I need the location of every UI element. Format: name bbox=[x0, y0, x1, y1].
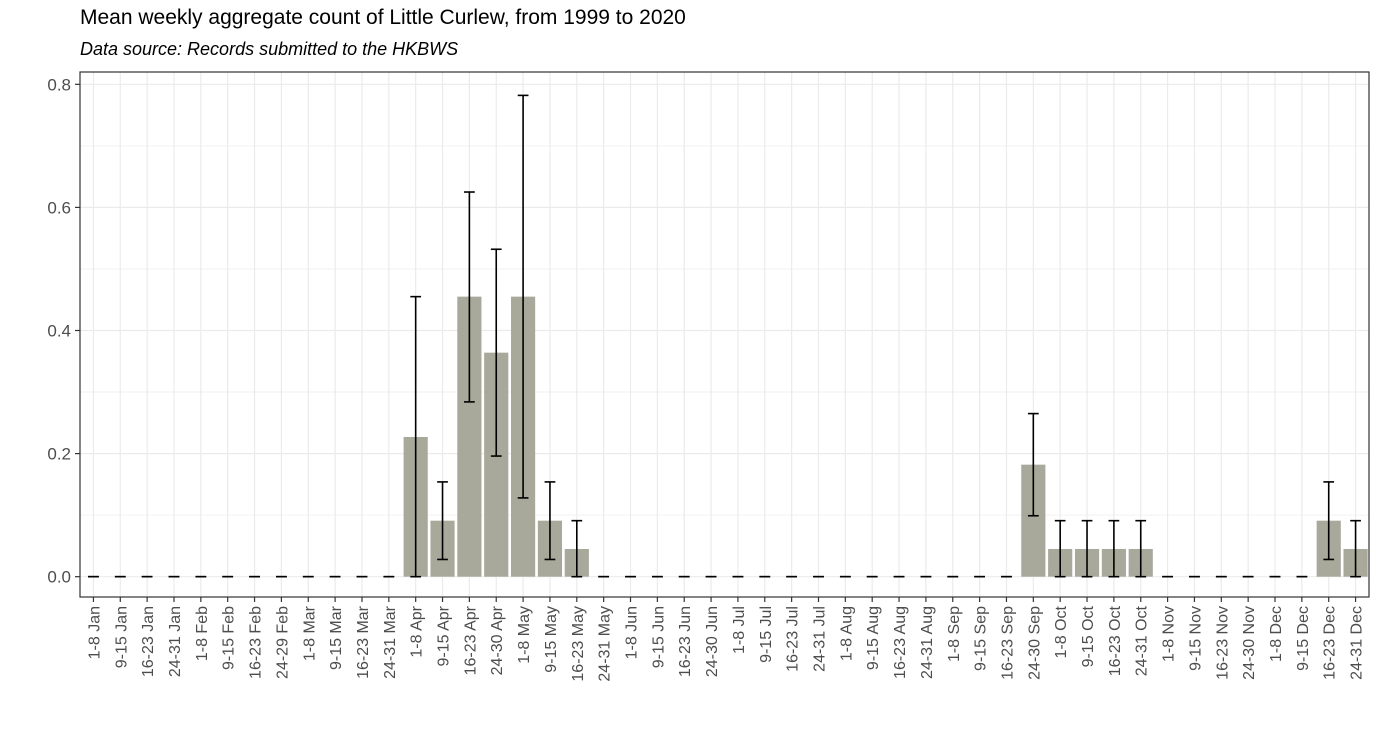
y-tick-label: 0.8 bbox=[47, 75, 71, 94]
panel-border bbox=[79, 71, 1370, 598]
x-tick-label: 16-23 Sep bbox=[999, 606, 1016, 680]
x-tick-label: 24-30 Sep bbox=[1026, 606, 1043, 680]
error-bar bbox=[517, 94, 529, 499]
error-bar bbox=[1323, 481, 1335, 561]
y-tick-label: 0.4 bbox=[47, 321, 71, 340]
grid-lines bbox=[80, 72, 1369, 597]
chart-subtitle: Data source: Records submitted to the HK… bbox=[80, 39, 459, 59]
x-tick-label: 1-8 Jan bbox=[86, 606, 103, 659]
x-tick-label: 16-23 Oct bbox=[1107, 605, 1124, 676]
error-bar bbox=[490, 248, 502, 457]
x-axis: 1-8 Jan 9-15 Jan 16-23 Jan 24-31 Jan 1-8 Feb… bbox=[86, 597, 1366, 682]
error-bar bbox=[1108, 519, 1120, 578]
x-tick-label: 1-8 Nov bbox=[1161, 606, 1178, 662]
error-bar bbox=[1081, 519, 1093, 578]
bars bbox=[403, 296, 1368, 577]
x-tick-label: 24-31 Jul bbox=[811, 606, 828, 672]
error-bar bbox=[544, 481, 556, 561]
x-tick-label: 16-23 Feb bbox=[248, 606, 265, 679]
x-tick-label: 9-15 Mar bbox=[328, 605, 345, 670]
x-tick-label: 24-31 Dec bbox=[1349, 606, 1366, 680]
x-tick-label: 16-23 Mar bbox=[355, 605, 372, 679]
chart-title: Mean weekly aggregate count of Little Cu… bbox=[80, 6, 686, 29]
error-bar bbox=[464, 191, 475, 403]
x-tick-label: 16-23 Nov bbox=[1214, 606, 1231, 680]
x-tick-label: 1-8 Jun bbox=[624, 606, 641, 659]
x-tick-label: 9-15 Dec bbox=[1295, 606, 1312, 671]
x-tick-label: 9-15 Feb bbox=[221, 606, 238, 670]
error-bar bbox=[1135, 519, 1147, 578]
error-bar bbox=[437, 481, 448, 561]
x-tick-label: 1-8 Jul bbox=[731, 606, 748, 654]
x-tick-label: 24-31 Oct bbox=[1134, 605, 1151, 676]
x-tick-label: 9-15 Sep bbox=[973, 606, 990, 671]
y-tick-label: 0.6 bbox=[47, 198, 71, 217]
error-bar bbox=[571, 519, 583, 578]
x-tick-label: 24-31 May bbox=[597, 606, 614, 682]
x-tick-label: 9-15 Nov bbox=[1187, 606, 1204, 671]
x-tick-label: 9-15 Jan bbox=[113, 606, 130, 668]
x-tick-label: 9-15 Oct bbox=[1080, 605, 1097, 667]
y-tick-label: 0.2 bbox=[47, 445, 71, 464]
x-tick-label: 16-23 Jan bbox=[140, 606, 157, 677]
x-tick-label: 16-23 May bbox=[570, 606, 587, 682]
x-tick-label: 9-15 Aug bbox=[865, 606, 882, 670]
error-bars bbox=[88, 94, 1361, 578]
x-tick-label: 16-23 Dec bbox=[1322, 606, 1339, 680]
error-bar bbox=[410, 295, 422, 578]
x-tick-label: 9-15 Apr bbox=[436, 605, 453, 666]
x-tick-label: 1-8 May bbox=[516, 606, 533, 664]
x-tick-label: 16-23 Apr bbox=[462, 605, 479, 675]
x-tick-label: 24-29 Feb bbox=[274, 606, 291, 679]
error-bar bbox=[1027, 412, 1039, 517]
x-tick-label: 24-30 Jun bbox=[704, 606, 721, 677]
x-tick-label: 24-31 Aug bbox=[919, 606, 936, 679]
x-tick-label: 1-8 Aug bbox=[838, 606, 855, 661]
x-tick-label: 1-8 Dec bbox=[1268, 606, 1285, 662]
x-tick-label: 24-30 Apr bbox=[489, 605, 506, 675]
x-tick-label: 24-30 Nov bbox=[1241, 606, 1258, 680]
x-tick-label: 1-8 Sep bbox=[946, 606, 963, 662]
x-tick-label: 16-23 Aug bbox=[892, 606, 909, 679]
x-tick-label: 1-8 Feb bbox=[194, 606, 211, 661]
x-tick-label: 1-8 Apr bbox=[409, 605, 426, 657]
error-bar bbox=[1054, 519, 1066, 578]
x-tick-label: 1-8 Mar bbox=[301, 605, 318, 661]
x-tick-label: 16-23 Jun bbox=[677, 606, 694, 677]
x-tick-label: 24-31 Mar bbox=[382, 605, 399, 679]
x-tick-label: 1-8 Oct bbox=[1053, 605, 1070, 658]
y-axis: 0.0 0.2 0.4 0.6 0.8 bbox=[47, 75, 80, 587]
x-tick-label: 24-31 Jan bbox=[167, 606, 184, 677]
y-tick-label: 0.0 bbox=[47, 568, 71, 587]
error-bar bbox=[1350, 519, 1361, 578]
x-tick-label: 9-15 Jun bbox=[650, 606, 667, 668]
x-tick-label: 16-23 Jul bbox=[785, 606, 802, 672]
x-tick-label: 9-15 May bbox=[543, 606, 560, 673]
x-tick-label: 9-15 Jul bbox=[758, 606, 775, 663]
